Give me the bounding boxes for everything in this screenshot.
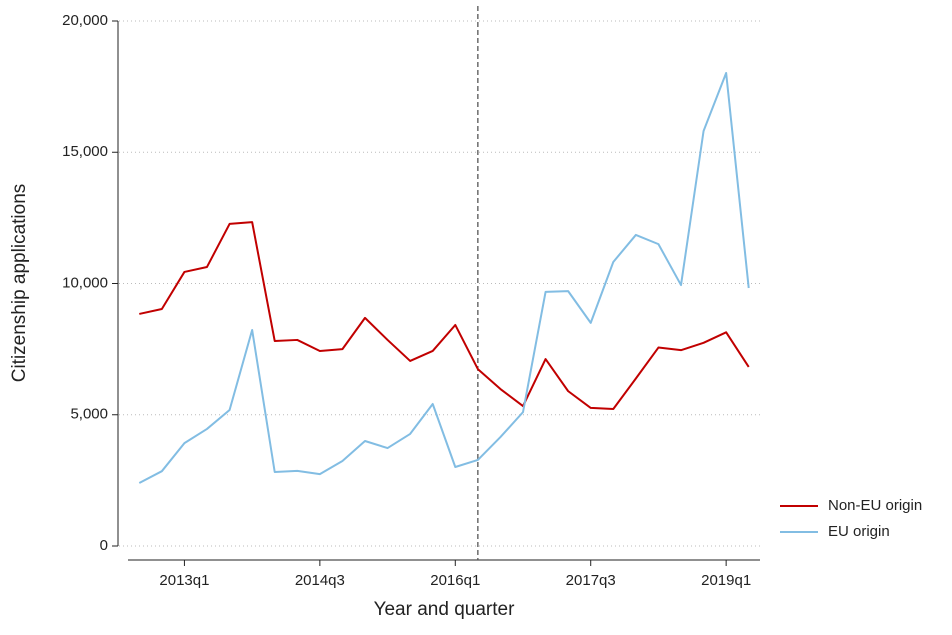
y-tick-label: 5,000 [70,406,108,423]
x-tick-label: 2016q1 [430,572,480,589]
x-tick-label: 2019q1 [701,572,751,589]
y-tick-label: 20,000 [62,12,108,29]
legend-label: EU origin [828,523,890,540]
x-axis-title: Year and quarter [374,599,516,620]
x-tick-label: 2013q1 [159,572,209,589]
y-axis-title: Citizenship applications [9,184,30,383]
x-tick-label: 2017q3 [566,572,616,589]
x-tick-label: 2014q3 [295,572,345,589]
legend-label: Non-EU origin [828,497,922,514]
series-line [138,71,750,484]
y-tick-label: 10,000 [62,274,108,291]
y-tick-label: 0 [100,537,108,554]
series-line [139,221,750,410]
y-tick-label: 15,000 [62,143,108,160]
